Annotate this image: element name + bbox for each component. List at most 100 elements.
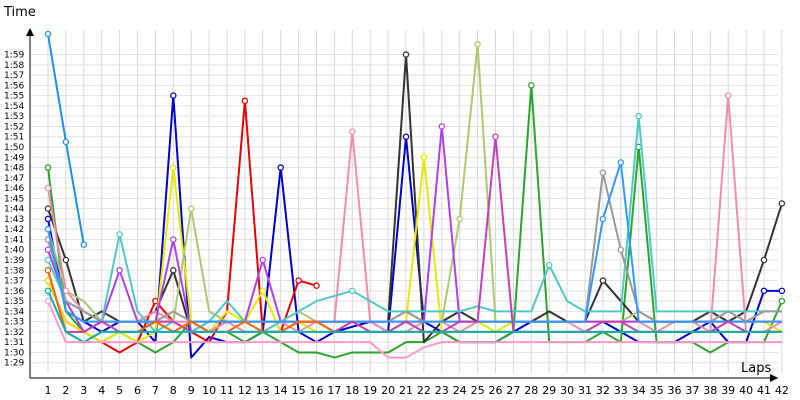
axes: [26, 28, 778, 382]
data-point: [277, 164, 284, 171]
x-tick-label: 23: [435, 384, 449, 397]
x-tick-label: 34: [632, 384, 646, 397]
data-point: [44, 215, 52, 223]
y-tick-label: 1:41: [4, 235, 24, 245]
y-tick-label: 1:53: [4, 112, 24, 122]
series-0: [44, 30, 88, 248]
data-point: [599, 277, 607, 284]
x-tick-label: 17: [327, 384, 341, 397]
x-tick-label: 37: [685, 384, 699, 397]
data-point: [44, 256, 52, 264]
data-point: [44, 184, 52, 192]
series-line: [47, 300, 782, 359]
data-point: [778, 287, 786, 295]
y-tick-label: 1:58: [4, 61, 24, 71]
x-tick-label: 40: [739, 384, 753, 397]
x-axis-title: Laps: [741, 361, 771, 376]
data-point: [635, 112, 642, 120]
y-tick-label: 1:55: [4, 92, 24, 102]
x-tick-label: 26: [489, 384, 503, 397]
y-tick-label: 1:43: [4, 215, 24, 225]
series-line: [47, 94, 782, 359]
y-tick-label: 1:48: [4, 164, 24, 174]
data-point: [116, 267, 123, 274]
series-line: [47, 290, 782, 344]
data-point: [62, 256, 70, 264]
x-tick-label: 39: [721, 384, 735, 397]
x-tick-label: 13: [256, 384, 270, 397]
y-tick-label: 1:54: [4, 102, 24, 112]
series-line: [47, 115, 782, 333]
data-point: [492, 133, 499, 140]
series-15: [44, 297, 782, 359]
y-tick-label: 1:50: [4, 143, 24, 153]
x-tick-label: 19: [363, 384, 377, 397]
x-tick-label: 15: [292, 384, 306, 397]
x-tick-label: 42: [775, 384, 789, 397]
data-point: [760, 287, 768, 295]
data-point: [170, 92, 177, 99]
data-point: [760, 256, 768, 264]
x-tick-label: 4: [98, 384, 105, 397]
data-point: [44, 287, 52, 295]
data-point: [259, 287, 267, 295]
data-point: [170, 236, 177, 243]
series-14: [44, 287, 782, 344]
y-tick-label: 1:39: [4, 256, 24, 266]
x-tick-label: 30: [560, 384, 574, 397]
data-point: [44, 267, 52, 274]
data-point: [313, 282, 320, 289]
x-tick-label: 32: [596, 384, 610, 397]
data-point: [241, 97, 249, 105]
data-point: [295, 277, 302, 284]
y-tick-label: 1:42: [4, 225, 24, 235]
x-tick-label: 6: [134, 384, 141, 397]
x-tick-label: 36: [668, 384, 682, 397]
x-axis-arrow: [770, 374, 778, 382]
data-point: [170, 267, 177, 274]
y-tick-label: 1:56: [4, 81, 24, 91]
x-tick-label: 20: [381, 384, 395, 397]
x-tick-label: 18: [345, 384, 359, 397]
data-point: [617, 246, 625, 253]
x-tick-label: 10: [202, 384, 216, 397]
y-tick-label: 1:57: [4, 71, 24, 81]
x-tick-label: 24: [453, 384, 467, 397]
y-tick-label: 1:47: [4, 174, 24, 184]
data-point: [420, 154, 428, 161]
y-tick-label: 1:31: [4, 338, 24, 348]
data-point: [187, 205, 195, 212]
x-tick-label: 21: [399, 384, 413, 397]
data-point: [528, 82, 535, 89]
x-tick-label: 29: [542, 384, 556, 397]
x-tick-label: 22: [417, 384, 431, 397]
data-point: [617, 159, 625, 166]
y-tick-label: 1:30: [4, 348, 24, 358]
x-tick-label: 2: [62, 384, 69, 397]
y-tick-label: 1:46: [4, 184, 24, 194]
data-point: [80, 241, 88, 248]
x-tick-label: 3: [80, 384, 87, 397]
data-point: [62, 138, 70, 146]
x-tick-label: 33: [614, 384, 628, 397]
data-point: [599, 169, 607, 176]
x-tick-label: 11: [220, 384, 234, 397]
data-point: [259, 256, 267, 264]
data-point: [599, 215, 607, 223]
data-point: [152, 297, 159, 305]
data-point: [116, 231, 123, 238]
data-point: [402, 133, 410, 140]
y-tick-label: 1:37: [4, 277, 24, 287]
y-tick-label: 1:45: [4, 194, 24, 204]
data-point: [778, 200, 786, 207]
tick-labels: 1:291:301:311:321:331:341:351:361:371:38…: [4, 51, 789, 397]
data-point: [44, 205, 52, 212]
data-point: [402, 51, 410, 58]
data-point: [349, 287, 356, 295]
y-tick-label: 1:36: [4, 287, 24, 297]
x-tick-label: 25: [471, 384, 485, 397]
x-tick-label: 14: [274, 384, 288, 397]
x-tick-label: 35: [650, 384, 664, 397]
